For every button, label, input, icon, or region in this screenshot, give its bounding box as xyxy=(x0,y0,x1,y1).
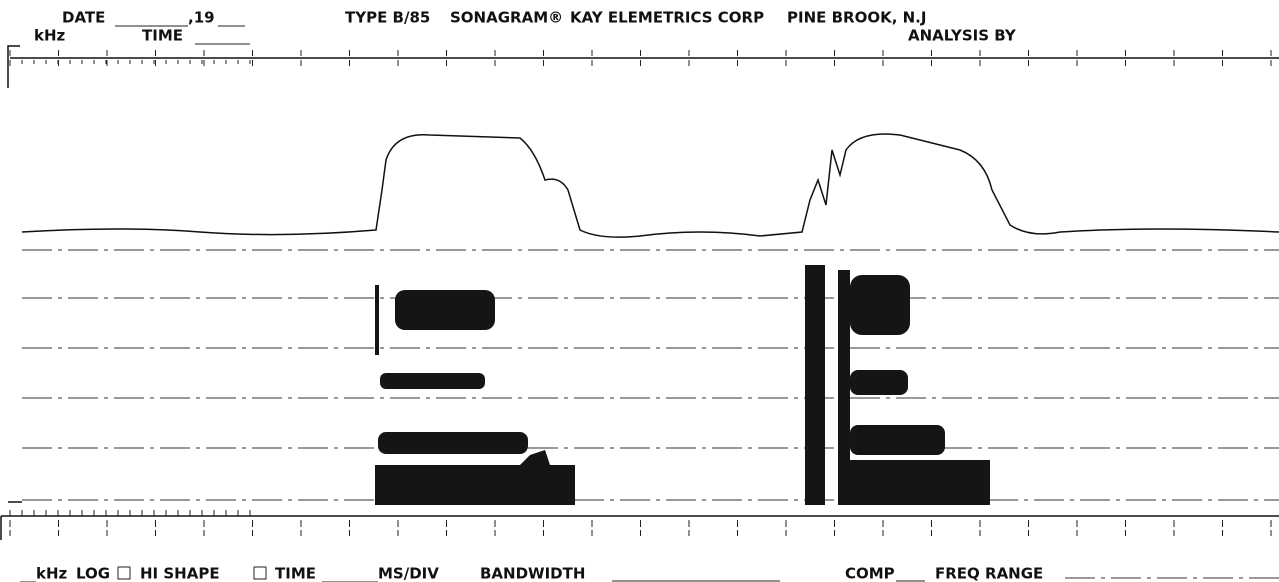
formant-blob xyxy=(850,460,990,505)
formant-blob xyxy=(850,425,945,455)
time-label: TIME xyxy=(142,27,183,45)
year-label: ,19 xyxy=(188,9,215,27)
paper xyxy=(0,0,1279,582)
formant-blob xyxy=(375,465,575,505)
sonagram-sheet: DATE ,19 TYPE B/85 SONAGRAM® KAY ELEMETR… xyxy=(0,0,1279,582)
analysis-label: ANALYSIS BY xyxy=(908,27,1017,45)
footer-bandwidth: BANDWIDTH xyxy=(480,565,585,582)
formant-blob xyxy=(850,370,908,395)
footer-khz: kHz xyxy=(36,565,68,582)
date-label: DATE xyxy=(62,9,105,27)
footer-time: TIME xyxy=(275,565,316,582)
product-label: SONAGRAM® xyxy=(450,9,563,27)
footer-hi-shape: HI SHAPE xyxy=(140,565,220,582)
formant-blob xyxy=(380,373,485,389)
burst-blob xyxy=(838,270,850,505)
footer-comp: COMP xyxy=(845,565,895,582)
onset xyxy=(375,285,379,355)
location-label: PINE BROOK, N.J xyxy=(787,9,926,27)
footer-ms-div: MS/DIV xyxy=(378,565,439,582)
formant-blob xyxy=(378,432,528,454)
type-label: TYPE B/85 xyxy=(345,9,430,27)
footer-log: LOG xyxy=(76,565,110,582)
formant-blob xyxy=(850,275,910,335)
company-label: KAY ELEMETRICS CORP xyxy=(570,9,764,27)
burst-blob xyxy=(805,265,825,505)
formant-blob xyxy=(395,290,495,330)
footer-freq-range: FREQ RANGE xyxy=(935,565,1043,582)
khz-label: kHz xyxy=(34,27,66,45)
